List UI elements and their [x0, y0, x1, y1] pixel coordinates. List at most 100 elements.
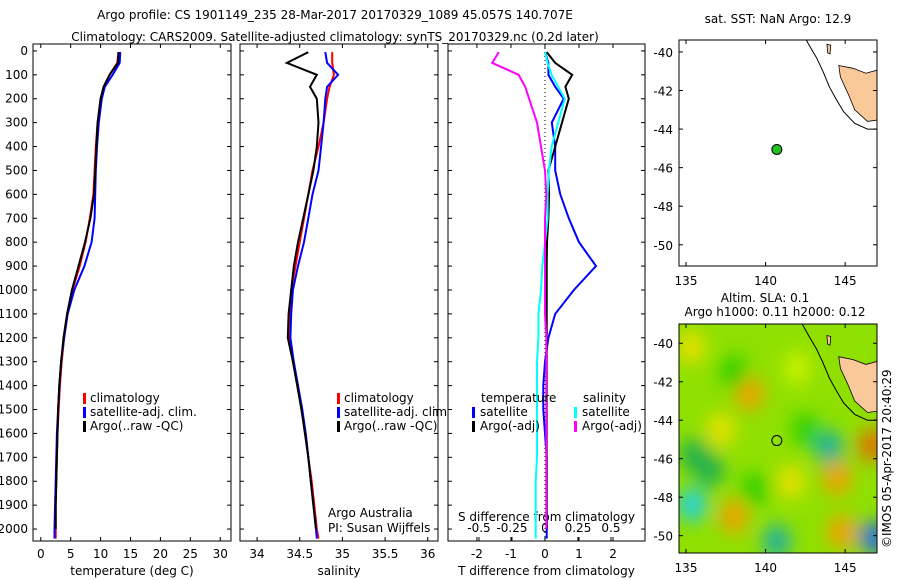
sla-map-content	[679, 324, 877, 553]
sla-anomaly	[762, 524, 791, 553]
map-frame	[678, 323, 878, 554]
map-title-line1: Altim. SLA: 0.1	[721, 291, 809, 305]
y-tick-label: 1700	[0, 450, 28, 464]
y-tick-label: 1100	[0, 307, 28, 321]
x-tick-label: -1	[505, 547, 517, 561]
y-tick-label: 200	[5, 92, 28, 106]
y-tick-label: 1600	[0, 426, 28, 440]
x-tick-label: 34	[249, 547, 264, 561]
y-tick-label: 1400	[0, 379, 28, 393]
x-axis-label: T difference from climatology	[457, 564, 635, 578]
x-tick-label: 135	[675, 561, 698, 575]
legend-label: Argo(..raw -QC)	[344, 419, 437, 433]
x-tick-label: 1	[575, 547, 583, 561]
tasmania-land	[838, 356, 877, 413]
legend-label: climatology	[344, 391, 414, 405]
sla-anomaly	[783, 351, 812, 386]
sla-anomaly	[777, 464, 806, 499]
y-tick-label: -42	[653, 85, 673, 99]
x-tick-label: 35.5	[372, 547, 399, 561]
series-line-satellite	[534, 51, 566, 539]
y-tick-label: 1000	[0, 283, 28, 297]
x-tick-label: 5	[67, 547, 75, 561]
legend-swatch	[83, 393, 86, 404]
x-tick-label: 36	[420, 547, 435, 561]
king-island-land	[826, 334, 832, 346]
y-tick-label: -44	[653, 414, 673, 428]
y-tick-label: 800	[5, 235, 28, 249]
legend-swatch	[83, 407, 86, 418]
series-line-argo-adj-	[490, 51, 548, 529]
temperature-panel: 0100200300400500600700800900100011001200…	[0, 43, 232, 578]
y-tick-label: 600	[5, 187, 28, 201]
y-tick-label: -42	[653, 376, 673, 390]
x-tick-label: 30	[213, 547, 228, 561]
temperature-axes-frame	[32, 43, 232, 542]
x-tick-label: 0	[37, 547, 45, 561]
y-tick-label: 2000	[0, 522, 28, 536]
legend-label: Argo(-adj)	[480, 419, 540, 433]
x-tick-label: 135	[675, 274, 698, 288]
x-tick-label: 145	[834, 561, 857, 575]
sla-field	[679, 330, 877, 553]
x-axis-label: salinity	[317, 564, 360, 578]
legend-swatch	[337, 407, 340, 418]
sla-anomaly	[719, 355, 748, 390]
sla-anomaly	[679, 487, 707, 522]
argo-float-marker	[771, 435, 783, 447]
y-tick-label: 900	[5, 259, 28, 273]
x-tick-label: 20	[153, 547, 168, 561]
plots: 0100200300400500600700800900100011001200…	[0, 12, 878, 578]
sla-anomaly	[827, 514, 856, 549]
argo-float-marker	[771, 143, 783, 155]
x-tick-label: 2	[609, 547, 617, 561]
x2-tick-label: 0.5	[601, 521, 620, 535]
y-tick-label: -44	[653, 123, 673, 137]
x-tick-label: 0	[541, 547, 549, 561]
legend-label: satellite-adj. clim.	[344, 405, 451, 419]
figure-title-line1: Argo profile: CS 1901149_235 28-Mar-2017…	[97, 8, 573, 22]
sst-map: 135 140 145 -40 -42 -44 -46 -48 -50 sat. SST: NaN…	[653, 12, 878, 288]
x-tick-label: 15	[123, 547, 138, 561]
legend-swatch	[472, 421, 475, 432]
x2-tick-label: 0.25	[565, 521, 592, 535]
legend-swatch	[574, 407, 577, 418]
x-tick-label: 35	[335, 547, 350, 561]
x-tick-label: 140	[754, 274, 777, 288]
figure-title-line2: Climatology: CARS2009. Satellite-adjuste…	[71, 30, 599, 44]
legend-label: Argo(..raw -QC)	[90, 419, 183, 433]
y-tick-label: 1900	[0, 498, 28, 512]
legend-swatch	[337, 421, 340, 432]
x-axis-label: temperature (deg C)	[70, 564, 193, 578]
sla-anomaly	[858, 428, 877, 463]
sla-anomaly	[859, 520, 877, 553]
imos-credit: ©IMOS 05-Apr-2017 20:40:29	[880, 369, 894, 548]
series-line-argo-raw-qc-	[54, 52, 120, 529]
x-tick-label: 25	[183, 547, 198, 561]
legend-label: satellite-adj. clim.	[90, 405, 197, 419]
y-tick-label: -50	[653, 530, 673, 544]
sla-anomaly	[707, 412, 736, 447]
x2-tick-label: 0	[541, 521, 549, 535]
y-tick-label: 1300	[0, 355, 28, 369]
x-tick-label: 140	[754, 561, 777, 575]
salinity-panel: 34 34.5 35 35.5 36 salinity climatologysatelli…	[239, 43, 451, 578]
difference-panel: -2 -1 0 1 2 T difference from climatology -0.5…	[447, 43, 646, 578]
y-tick-label: 100	[5, 68, 28, 82]
map-frame	[678, 39, 878, 267]
annotation-pi: PI: Susan Wijffels	[328, 521, 430, 535]
isobath-line	[801, 324, 877, 421]
tasmania-land	[838, 64, 877, 122]
y-tick-label: -48	[653, 200, 673, 214]
sla-anomaly	[679, 330, 705, 365]
legend-swatch	[337, 393, 340, 404]
y-tick-label: 1200	[0, 331, 28, 345]
sla-anomaly	[823, 460, 852, 495]
x2-tick-label: -0.25	[496, 521, 527, 535]
x-tick-label: -2	[471, 547, 483, 561]
sst-map-content	[771, 40, 877, 155]
annotation-argo-australia: Argo Australia	[328, 506, 413, 520]
y-tick-label: 400	[5, 140, 28, 154]
y-tick-label: 1500	[0, 403, 28, 417]
sla-map: 135 140 145 -40 -42 -44 -46 -48 -50 Altim. SLA: 0…	[653, 291, 878, 575]
